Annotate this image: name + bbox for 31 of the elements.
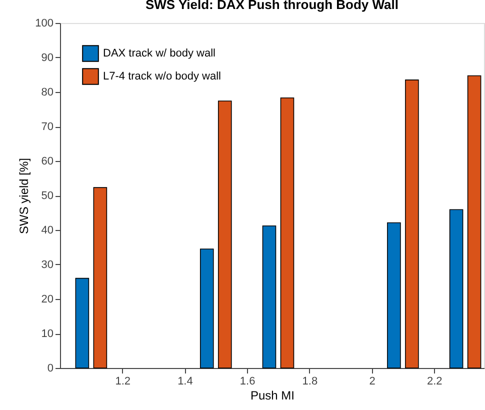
x-tick-label: 1.6	[240, 376, 256, 388]
bar	[449, 209, 464, 368]
y-tick-label: 80	[41, 86, 54, 98]
bar	[75, 278, 90, 368]
bar	[93, 187, 108, 368]
y-tick-label: 100	[35, 18, 54, 30]
bar	[280, 97, 294, 368]
bar	[387, 222, 401, 368]
y-tick-label: 50	[41, 190, 54, 202]
y-tick-label: 30	[41, 259, 54, 271]
legend-label: L7-4 track w/o body wall	[103, 70, 221, 82]
y-tick-label: 0	[47, 362, 54, 374]
y-tick-label: 20	[41, 294, 54, 306]
bar	[405, 80, 419, 368]
y-tick-label: 70	[41, 121, 54, 133]
y-tick-label: 40	[41, 224, 54, 236]
y-tick-label: 60	[41, 156, 54, 168]
y-axis-title: SWS yield [%]	[17, 158, 32, 234]
bar	[218, 100, 232, 368]
bar	[200, 248, 214, 368]
x-tick-label: 1.4	[178, 376, 193, 388]
x-tick-label: 1.8	[302, 376, 318, 388]
x-axis-title: Push MI	[250, 388, 295, 402]
y-tick-label: 90	[41, 52, 54, 64]
x-tick-label: 2.2	[426, 376, 442, 388]
bar	[262, 225, 276, 368]
x-tick-label: 2	[369, 376, 376, 388]
legend-label: DAX track w/ body wall	[103, 48, 216, 60]
y-tick-label: 10	[41, 328, 54, 340]
x-tick-label: 1.2	[115, 376, 130, 388]
bar	[467, 75, 482, 368]
